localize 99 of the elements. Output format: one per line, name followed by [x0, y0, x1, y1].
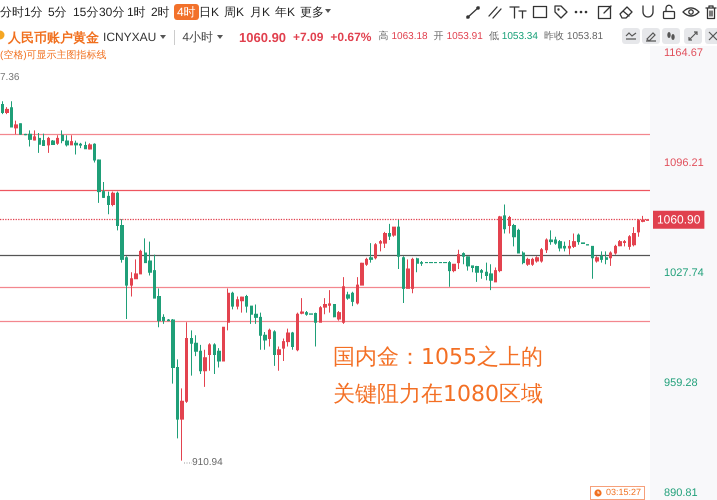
candlestick [107, 191, 110, 215]
text: 分时 [0, 5, 24, 19]
y-tick-label: 959.28 [664, 376, 698, 389]
candlestick [369, 242, 373, 264]
text: 高 [378, 31, 388, 42]
candlestick [549, 230, 553, 246]
candlestick [545, 238, 548, 254]
candlestick [374, 242, 377, 260]
chart-subtitle: ICNYXAU [103, 30, 156, 44]
candlestick [47, 136, 50, 154]
annotation: (空格)可显示主图指标线 [0, 50, 107, 61]
candlestick [388, 223, 391, 240]
candlestick [609, 250, 612, 266]
candlestick [503, 204, 506, 234]
candlestick [526, 257, 530, 266]
candlestick [300, 298, 304, 315]
candlestick [522, 250, 525, 265]
candlestick [416, 257, 419, 273]
candlestick [227, 288, 230, 331]
candlestick [291, 331, 294, 350]
text: 低 [488, 31, 499, 42]
text: 月K [250, 5, 270, 19]
candlestick [595, 256, 599, 264]
text: 4小时 [182, 30, 214, 44]
candlestick [558, 239, 562, 252]
y-tick-label: 1027.74 [664, 267, 704, 279]
candlestick [333, 304, 336, 318]
candlestick [70, 134, 73, 146]
candlestick [383, 231, 387, 248]
text: +0.67% [330, 30, 372, 44]
candlestick [5, 106, 9, 115]
candlestick [14, 120, 18, 135]
annotation: 7.36 [0, 72, 20, 83]
annotation: 910.94 [192, 456, 223, 468]
candlestick [462, 252, 465, 265]
chart-title: 人民币账户黄金 [8, 30, 99, 44]
candlestick [577, 233, 580, 246]
text: 日K [199, 5, 220, 19]
candlestick [273, 330, 276, 366]
candlestick [231, 291, 234, 310]
candlestick [222, 326, 225, 362]
candlestick [38, 132, 41, 154]
text: 1053.81 [566, 31, 604, 42]
candlestick [591, 246, 594, 280]
candlestick [19, 122, 22, 136]
annotation: 关键阻力在1080区域 [333, 382, 543, 407]
text: 1053.34 [502, 31, 538, 42]
text: 5分 [48, 5, 67, 19]
text: 1063.18 [391, 31, 428, 42]
text: 1060.90 [239, 30, 286, 44]
text: 15分 [73, 5, 98, 19]
text: 1分 [24, 5, 43, 19]
candlestick [489, 264, 493, 291]
candlestick [475, 265, 479, 282]
text: +7.09 [293, 30, 324, 44]
text: 2时 [151, 5, 170, 19]
candlestick [51, 140, 55, 146]
candlestick [208, 342, 211, 372]
text: 开 [434, 31, 444, 42]
candlestick [397, 220, 400, 270]
candlestick [84, 141, 87, 150]
text: 1时 [127, 5, 146, 19]
ref-line-label: 1060.90 [657, 212, 701, 227]
candlestick [392, 226, 396, 238]
candlestick [402, 256, 405, 304]
candlestick [240, 296, 244, 314]
candlestick [457, 249, 460, 270]
candlestick [277, 346, 281, 372]
y-tick-label: 1096.21 [664, 156, 704, 169]
text: 更多 [300, 5, 324, 19]
candlestick [1, 100, 4, 115]
candlestick [268, 328, 271, 347]
y-tick-label: 890.81 [664, 487, 698, 499]
candlestick [203, 349, 207, 388]
text: 年K [275, 5, 296, 19]
candlestick [74, 140, 78, 155]
candlestick [319, 306, 322, 323]
annotation: 03:15:27 [590, 486, 646, 500]
candlestick [632, 226, 636, 247]
candlestick [296, 312, 299, 352]
annotation: 国内金：1055之上的 [333, 345, 543, 370]
text: 1053.91 [446, 31, 483, 42]
text: 周K [224, 5, 244, 19]
y-tick-label: 1164.67 [664, 47, 703, 59]
candlestick [600, 250, 603, 264]
candlestick [605, 250, 608, 265]
candlestick [28, 130, 32, 147]
candlestick [111, 191, 115, 207]
candlestick [88, 142, 92, 150]
text: 昨收 [544, 31, 564, 42]
candlestick [33, 130, 36, 142]
candlestick [10, 100, 13, 128]
candlestick [466, 256, 470, 272]
text: 4时 [174, 4, 199, 20]
text: 30分 [99, 5, 124, 19]
candlestick [65, 134, 69, 147]
candlestick [56, 134, 59, 146]
candlestick [245, 294, 248, 314]
candlestick [452, 264, 456, 273]
